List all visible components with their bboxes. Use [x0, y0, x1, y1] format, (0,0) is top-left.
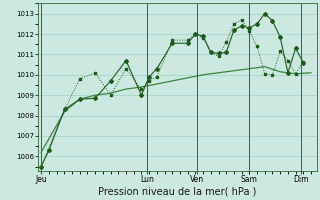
X-axis label: Pression niveau de la mer( hPa ): Pression niveau de la mer( hPa ) [98, 187, 257, 197]
